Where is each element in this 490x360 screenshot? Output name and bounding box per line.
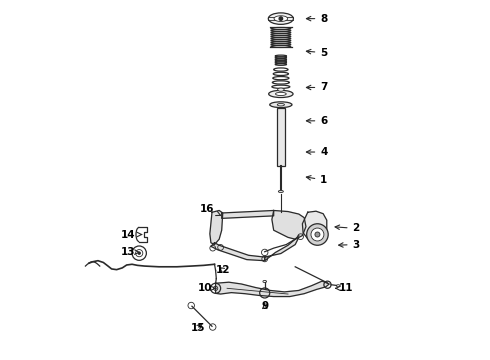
Ellipse shape — [278, 190, 283, 193]
Text: 14: 14 — [121, 230, 142, 239]
Text: 5: 5 — [306, 48, 327, 58]
Text: 10: 10 — [198, 283, 216, 293]
FancyBboxPatch shape — [276, 108, 285, 166]
Polygon shape — [272, 211, 306, 239]
Circle shape — [279, 17, 283, 21]
Text: 7: 7 — [306, 82, 328, 93]
Ellipse shape — [275, 92, 286, 95]
Text: 9: 9 — [261, 301, 269, 311]
Text: 16: 16 — [200, 204, 220, 216]
Polygon shape — [216, 281, 329, 297]
Ellipse shape — [269, 13, 294, 24]
Ellipse shape — [274, 16, 288, 22]
Ellipse shape — [269, 90, 293, 98]
Ellipse shape — [270, 102, 292, 108]
Text: 3: 3 — [339, 239, 360, 249]
Polygon shape — [210, 211, 223, 244]
Polygon shape — [302, 211, 327, 241]
Ellipse shape — [278, 88, 284, 91]
Circle shape — [315, 232, 320, 237]
Text: 15: 15 — [191, 323, 205, 333]
Text: 2: 2 — [335, 224, 360, 233]
Text: 12: 12 — [216, 265, 231, 275]
Polygon shape — [211, 243, 265, 261]
Text: 6: 6 — [306, 116, 327, 126]
Circle shape — [307, 224, 328, 245]
Circle shape — [138, 252, 140, 254]
Text: 11: 11 — [336, 283, 353, 293]
Polygon shape — [265, 237, 299, 261]
Text: 13: 13 — [121, 247, 139, 257]
Text: 8: 8 — [306, 14, 327, 24]
Polygon shape — [221, 211, 274, 219]
Text: 4: 4 — [306, 147, 328, 157]
Circle shape — [311, 228, 324, 241]
Text: 1: 1 — [306, 175, 327, 185]
